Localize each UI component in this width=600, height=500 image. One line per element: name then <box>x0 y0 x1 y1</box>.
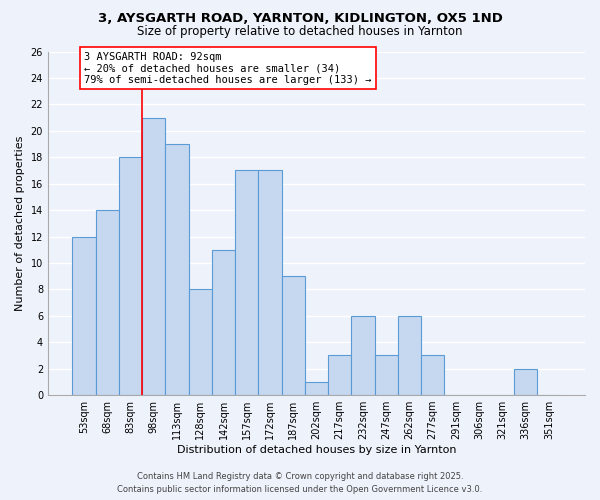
Y-axis label: Number of detached properties: Number of detached properties <box>15 136 25 311</box>
Bar <box>188 290 212 395</box>
Text: Size of property relative to detached houses in Yarnton: Size of property relative to detached ho… <box>137 25 463 38</box>
Bar <box>374 356 398 395</box>
Bar <box>119 157 142 395</box>
Bar <box>421 356 445 395</box>
Bar <box>305 382 328 395</box>
Text: Contains HM Land Registry data © Crown copyright and database right 2025.
Contai: Contains HM Land Registry data © Crown c… <box>118 472 482 494</box>
Bar <box>352 316 374 395</box>
Bar <box>259 170 281 395</box>
Bar <box>514 368 538 395</box>
Bar <box>73 236 95 395</box>
Bar <box>95 210 119 395</box>
Bar <box>281 276 305 395</box>
Text: 3, AYSGARTH ROAD, YARNTON, KIDLINGTON, OX5 1ND: 3, AYSGARTH ROAD, YARNTON, KIDLINGTON, O… <box>98 12 502 26</box>
Bar <box>166 144 188 395</box>
Bar <box>235 170 259 395</box>
Bar <box>212 250 235 395</box>
Bar <box>398 316 421 395</box>
Bar <box>328 356 352 395</box>
Bar <box>142 118 166 395</box>
X-axis label: Distribution of detached houses by size in Yarnton: Distribution of detached houses by size … <box>177 445 456 455</box>
Text: 3 AYSGARTH ROAD: 92sqm
← 20% of detached houses are smaller (34)
79% of semi-det: 3 AYSGARTH ROAD: 92sqm ← 20% of detached… <box>84 52 371 84</box>
